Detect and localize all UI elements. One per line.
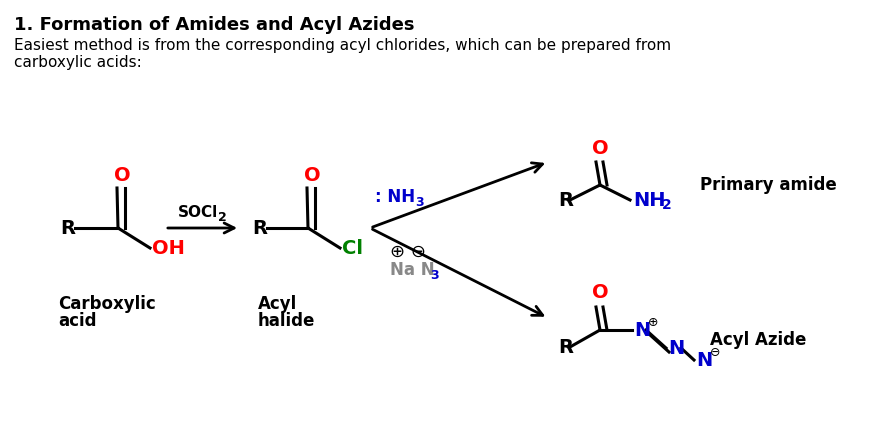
Text: SOCl: SOCl	[178, 204, 218, 220]
Text: OH: OH	[152, 238, 185, 258]
Text: N: N	[634, 320, 651, 340]
Text: O: O	[303, 165, 320, 185]
Text: 2: 2	[218, 211, 227, 224]
Text: O: O	[592, 283, 608, 302]
Text: ⊕ ⊖: ⊕ ⊖	[390, 243, 426, 261]
Text: Acyl: Acyl	[258, 295, 297, 313]
Text: Na N: Na N	[390, 261, 434, 279]
Text: O: O	[592, 138, 608, 158]
Text: O: O	[114, 165, 130, 185]
Text: NH: NH	[633, 190, 666, 210]
Text: N: N	[696, 350, 712, 370]
Text: 1. Formation of Amides and Acyl Azides: 1. Formation of Amides and Acyl Azides	[14, 16, 415, 34]
Text: N: N	[668, 339, 684, 358]
Text: : NH: : NH	[375, 188, 415, 206]
Text: Cl: Cl	[342, 238, 363, 258]
Text: 3: 3	[430, 268, 439, 281]
Text: R: R	[558, 337, 573, 357]
Text: Easiest method is from the corresponding acyl chlorides, which can be prepared f: Easiest method is from the corresponding…	[14, 38, 671, 70]
Text: acid: acid	[58, 312, 96, 330]
Text: Primary amide: Primary amide	[700, 176, 837, 194]
Text: R: R	[252, 219, 267, 237]
Text: ⊖: ⊖	[710, 345, 721, 358]
Text: 2: 2	[662, 198, 672, 212]
Text: ⊕: ⊕	[648, 315, 659, 328]
Text: halide: halide	[258, 312, 315, 330]
Text: Carboxylic: Carboxylic	[58, 295, 156, 313]
Text: 3: 3	[415, 195, 424, 208]
Text: Acyl Azide: Acyl Azide	[710, 331, 806, 349]
Text: R: R	[60, 219, 75, 237]
Text: R: R	[558, 190, 573, 210]
